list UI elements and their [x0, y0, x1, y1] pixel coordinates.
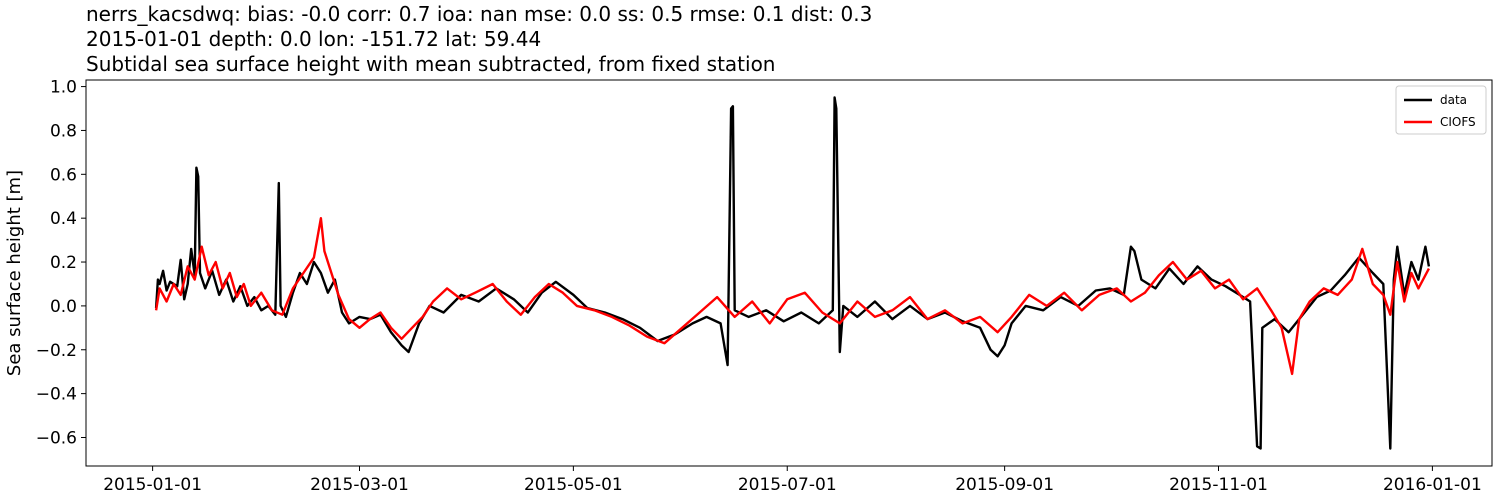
- title-line-3: Subtidal sea surface height with mean su…: [86, 52, 776, 76]
- y-tick-label: 0.6: [50, 165, 77, 185]
- x-tick-label: 2015-11-01: [1169, 475, 1268, 495]
- x-tick-label: 2015-01-01: [103, 475, 202, 495]
- y-tick-label: 1.0: [50, 78, 77, 98]
- legend-label-data: data: [1440, 93, 1467, 107]
- x-tick-label: 2015-09-01: [955, 475, 1054, 495]
- y-tick-label: 0.4: [50, 209, 77, 229]
- legend-label-ciofs: CIOFS: [1440, 115, 1476, 129]
- y-tick-label: −0.4: [36, 385, 77, 405]
- x-tick-label: 2015-05-01: [524, 475, 623, 495]
- series-line-ciofs: [154, 217, 1430, 376]
- y-tick-label: 0.2: [50, 253, 77, 273]
- chart-title: nerrs_kacsdwq: bias: -0.0 corr: 0.7 ioa:…: [86, 2, 872, 77]
- x-axis-ticks: 2015-01-01 2015-03-01 2015-05-01 2015-07-01…: [103, 466, 1482, 495]
- y-tick-label: −0.6: [36, 428, 77, 448]
- y-tick-label: 0.8: [50, 121, 77, 141]
- axes-frame: [85, 79, 1493, 467]
- series-layer: [154, 96, 1431, 450]
- x-tick-label: 2015-07-01: [738, 475, 837, 495]
- legend: data CIOFS: [1395, 85, 1487, 135]
- y-tick-label: −0.2: [36, 341, 77, 361]
- y-axis-ticks: −0.6 −0.4 −0.2 0.0 0.2 0.4 0.6 0.8 1.0: [36, 78, 86, 448]
- title-line-2: 2015-01-01 depth: 0.0 lon: -151.72 lat: …: [86, 27, 542, 51]
- title-line-1: nerrs_kacsdwq: bias: -0.0 corr: 0.7 ioa:…: [86, 2, 873, 26]
- y-axis-label: Sea surface height [m]: [4, 170, 25, 376]
- y-tick-label: 0.0: [50, 297, 77, 317]
- x-tick-label: 2016-01-01: [1383, 475, 1482, 495]
- x-tick-label: 2015-03-01: [310, 475, 409, 495]
- series-line-data: [154, 96, 1431, 450]
